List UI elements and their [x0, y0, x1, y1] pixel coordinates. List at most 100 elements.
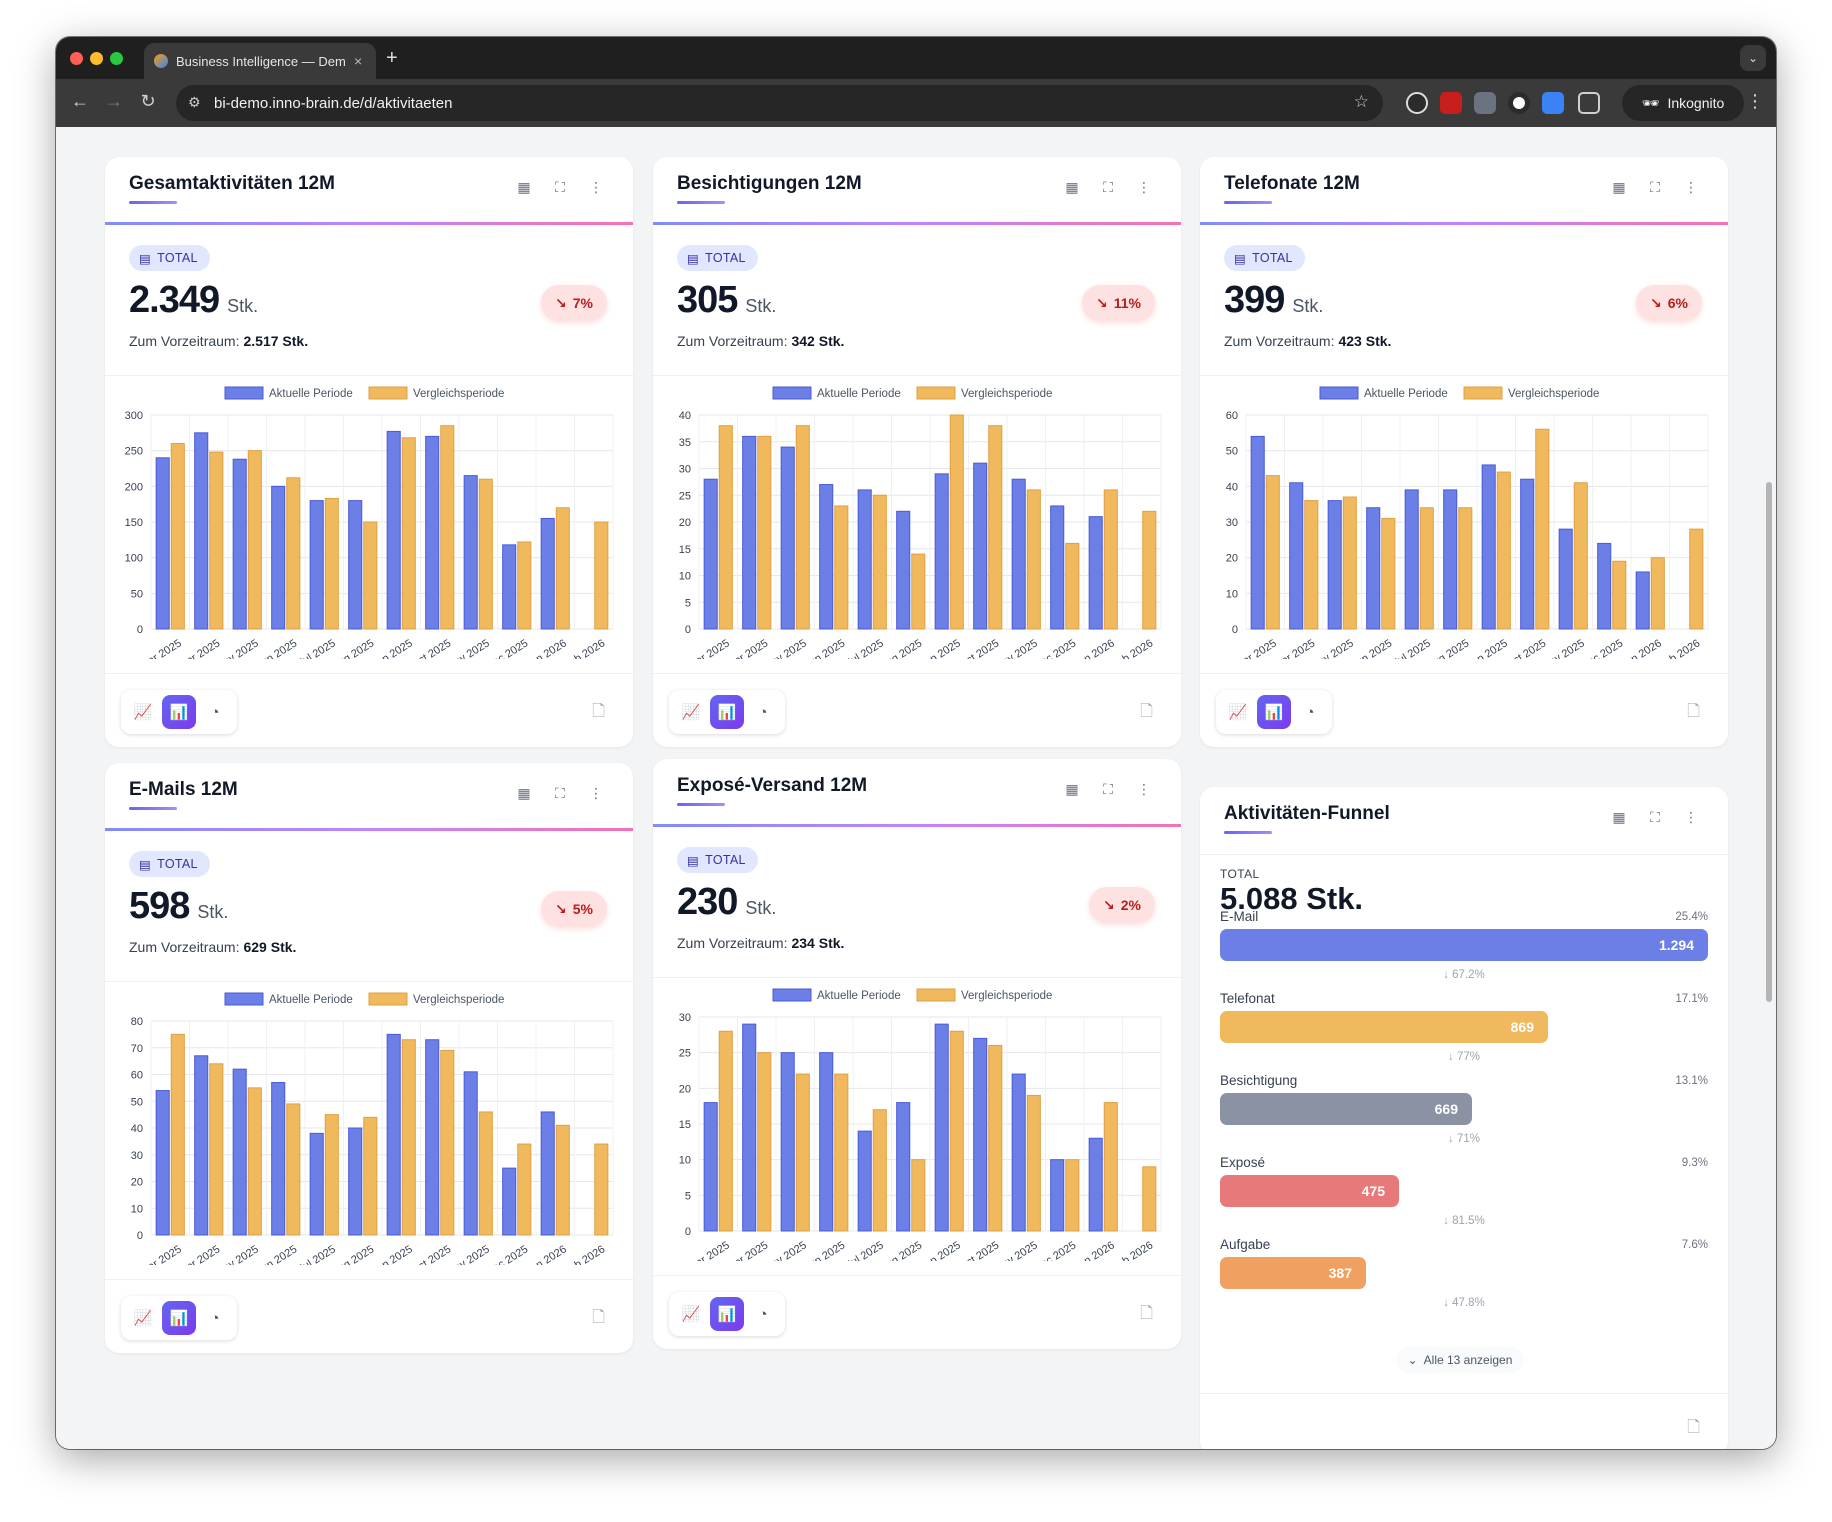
bar-current[interactable] [232, 1068, 247, 1236]
table-view-icon[interactable]: ▦ [1612, 179, 1626, 195]
bar-compare[interactable] [834, 505, 849, 630]
record-extension-icon[interactable] [1508, 92, 1530, 114]
bar-compare[interactable] [1612, 560, 1627, 630]
bar-compare[interactable] [757, 435, 772, 630]
bar-compare[interactable] [555, 507, 570, 630]
bar-chart-icon[interactable]: 📊 [710, 1297, 744, 1331]
bar-compare[interactable] [718, 425, 733, 630]
bar-compare[interactable] [440, 425, 455, 630]
extension-red-icon[interactable] [1440, 92, 1462, 114]
bar-current[interactable] [780, 446, 795, 630]
tab-search-button[interactable]: ⌄ [1740, 45, 1766, 71]
more-options-icon[interactable]: ⋮ [1684, 179, 1698, 195]
bar-compare[interactable] [209, 1063, 224, 1236]
bar-current[interactable] [463, 475, 478, 630]
site-info-icon[interactable]: ⚙ [188, 94, 201, 110]
fullscreen-icon[interactable]: ⛶ [555, 785, 565, 801]
bar-current[interactable] [502, 1167, 517, 1236]
bar-compare[interactable] [324, 497, 339, 630]
bar-compare[interactable] [1419, 507, 1434, 630]
export-document-icon[interactable]: 🗋 [592, 1309, 605, 1326]
line-chart-icon[interactable]: 📈 [681, 1306, 701, 1323]
bar-current[interactable] [425, 435, 440, 630]
tab-close-icon[interactable]: × [354, 53, 363, 69]
bar-compare[interactable] [363, 521, 378, 630]
bar-current[interactable] [1597, 542, 1612, 630]
bar-compare[interactable] [517, 541, 532, 630]
new-tab-button[interactable]: + [386, 47, 398, 69]
bar-compare[interactable] [440, 1049, 455, 1236]
chart-legend[interactable]: Aktuelle Periode Vergleichsperiode [224, 992, 504, 1006]
bar-compare[interactable] [872, 1109, 887, 1232]
more-options-icon[interactable]: ⋮ [589, 179, 603, 195]
bar-compare[interactable] [286, 477, 301, 630]
bar-current[interactable] [194, 432, 209, 630]
forward-arrow-icon[interactable]: → [105, 91, 123, 111]
bar-compare[interactable] [1381, 517, 1396, 630]
bar-current[interactable] [857, 1130, 872, 1232]
bar-current[interactable] [973, 1037, 988, 1232]
bar-current[interactable] [1520, 478, 1535, 630]
bar-current[interactable] [540, 1111, 555, 1236]
bar-current[interactable] [1088, 516, 1103, 630]
bar-current[interactable] [1443, 489, 1458, 630]
bar-current[interactable] [309, 1132, 324, 1236]
chart-legend[interactable]: Aktuelle Periode Vergleichsperiode [224, 386, 504, 400]
show-all-button[interactable]: ⌄ Alle 13 anzeigen [1396, 1347, 1524, 1373]
more-options-icon[interactable]: ⋮ [1137, 781, 1151, 797]
bar-current[interactable] [819, 1052, 834, 1232]
close-window-button[interactable] [70, 52, 83, 65]
line-chart-icon[interactable]: 📈 [681, 704, 701, 721]
fullscreen-icon[interactable]: ⛶ [1650, 809, 1660, 825]
bar-current[interactable] [1635, 571, 1650, 630]
bar-current[interactable] [348, 500, 363, 630]
bar-current[interactable] [1366, 507, 1381, 630]
bar-current[interactable] [271, 1082, 286, 1236]
pie-chart-icon[interactable]: ◔ [210, 703, 220, 721]
bar-current[interactable] [1050, 505, 1065, 630]
bar-current[interactable] [1327, 500, 1342, 630]
bar-current[interactable] [703, 1102, 718, 1232]
browser-tab[interactable]: Business Intelligence — Demo × [144, 43, 376, 79]
bar-compare[interactable] [1142, 510, 1157, 630]
bar-current[interactable] [896, 1102, 911, 1232]
bar-current[interactable] [1250, 435, 1265, 630]
bar-compare[interactable] [1142, 1166, 1157, 1232]
pie-chart-icon[interactable]: ◔ [210, 1309, 220, 1327]
reload-icon[interactable]: ↻ [140, 91, 156, 111]
fullscreen-icon[interactable]: ⛶ [555, 179, 565, 195]
bar-chart-icon[interactable]: 📊 [1257, 695, 1291, 729]
bar-compare[interactable] [401, 1039, 416, 1236]
bar-compare[interactable] [949, 414, 964, 630]
table-view-icon[interactable]: ▦ [1065, 179, 1079, 195]
bar-current[interactable] [386, 1033, 401, 1236]
bar-current[interactable] [540, 517, 555, 630]
bar-current[interactable] [973, 462, 988, 630]
bar-compare[interactable] [478, 1111, 493, 1236]
bar-compare[interactable] [324, 1114, 339, 1236]
bar-compare[interactable] [1026, 489, 1041, 630]
export-document-icon[interactable]: 🗋 [592, 703, 605, 720]
funnel-bar[interactable]: 1.294 [1220, 929, 1708, 961]
bar-compare[interactable] [911, 1159, 926, 1232]
bar-chart-icon[interactable]: 📊 [162, 1301, 196, 1335]
fullscreen-icon[interactable]: ⛶ [1650, 179, 1660, 195]
export-document-icon[interactable]: 🗋 [1687, 703, 1700, 720]
bar-compare[interactable] [757, 1052, 772, 1232]
chart-legend[interactable]: Aktuelle Periode Vergleichsperiode [1319, 386, 1599, 400]
bar-compare[interactable] [1103, 489, 1118, 630]
bar-compare[interactable] [517, 1143, 532, 1236]
bar-current[interactable] [934, 1023, 949, 1232]
bar-compare[interactable] [795, 425, 810, 630]
bar-current[interactable] [155, 457, 170, 630]
pie-chart-icon[interactable]: ◔ [758, 1305, 768, 1323]
line-chart-icon[interactable]: 📈 [133, 1310, 153, 1327]
password-manager-icon[interactable] [1406, 92, 1428, 114]
bar-compare[interactable] [170, 1033, 185, 1236]
bar-compare[interactable] [872, 494, 887, 630]
minimize-window-button[interactable] [90, 52, 103, 65]
bar-current[interactable] [348, 1127, 363, 1236]
funnel-bar[interactable]: 475 [1220, 1175, 1399, 1207]
bar-current[interactable] [703, 478, 718, 630]
bar-compare[interactable] [795, 1073, 810, 1232]
